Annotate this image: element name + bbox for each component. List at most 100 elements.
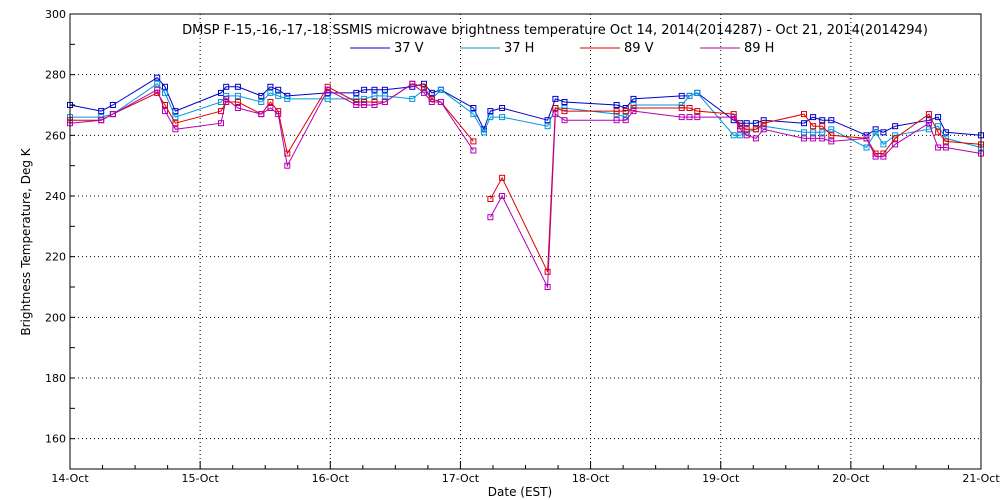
data-point-marker: [810, 135, 817, 142]
data-point-marker: [234, 99, 241, 105]
y-tick-label: 180: [45, 372, 66, 385]
data-point-marker: [819, 135, 826, 142]
data-point-marker: [470, 105, 477, 111]
data-point-marker: [760, 120, 767, 127]
data-point-marker: [154, 80, 161, 87]
data-point-marker: [371, 102, 378, 108]
legend: 37 V 37 H 89 V 89 H: [350, 41, 774, 56]
data-point-marker: [353, 89, 360, 96]
data-point-marker: [353, 102, 360, 108]
data-point-marker: [880, 153, 887, 160]
y-tick-label: 200: [45, 311, 66, 324]
data-point-marker: [810, 114, 817, 121]
data-point-marker: [863, 144, 870, 151]
data-point-marker: [223, 83, 230, 90]
data-point-marker: [499, 193, 506, 199]
data-point-marker: [935, 129, 942, 136]
data-point-marker: [487, 114, 494, 121]
data-point-marker: [361, 86, 368, 93]
x-tick-label: 21-Oct: [962, 472, 1000, 485]
data-point-marker: [872, 153, 879, 160]
data-point-marker: [752, 135, 759, 142]
data-point-marker: [275, 92, 282, 99]
x-tick-label: 20-Oct: [832, 472, 870, 485]
data-point-marker: [154, 74, 161, 81]
data-point-marker: [98, 108, 105, 115]
data-point-marker: [409, 80, 416, 87]
data-point-marker: [737, 132, 744, 139]
data-point-marker: [686, 105, 693, 111]
data-point-marker: [810, 123, 817, 130]
data-point-marker: [234, 83, 241, 90]
legend-label: 89 H: [744, 41, 774, 56]
data-point-marker: [880, 141, 887, 148]
data-series: [67, 74, 984, 290]
data-point-marker: [361, 95, 368, 102]
data-point-marker: [622, 117, 629, 124]
data-point-marker: [935, 114, 942, 121]
data-point-marker: [544, 123, 551, 130]
data-point-marker: [678, 114, 685, 121]
data-point-marker: [801, 120, 807, 127]
data-point-marker: [622, 105, 629, 111]
data-point-marker: [925, 111, 932, 118]
data-point-marker: [760, 126, 767, 133]
y-tick-label: 300: [45, 8, 66, 21]
data-point-marker: [752, 120, 759, 127]
data-point-marker: [892, 141, 899, 148]
data-point-marker: [487, 108, 494, 115]
data-point-marker: [828, 132, 835, 139]
y-tick-label: 160: [45, 433, 66, 446]
y-tick-label: 280: [45, 69, 66, 82]
data-point-marker: [828, 117, 835, 124]
data-point-marker: [258, 111, 265, 118]
data-point-marker: [743, 126, 750, 133]
data-point-marker: [630, 105, 637, 111]
data-point-marker: [552, 95, 559, 102]
data-point-marker: [371, 86, 378, 93]
data-point-marker: [499, 114, 506, 121]
x-tick-label: 19-Oct: [702, 472, 740, 485]
data-point-marker: [925, 120, 932, 127]
data-point-marker: [109, 111, 116, 118]
data-point-marker: [828, 138, 835, 145]
data-point-marker: [686, 114, 693, 121]
data-point-marker: [371, 92, 378, 99]
x-tick-label: 18-Oct: [572, 472, 610, 485]
data-point-marker: [743, 132, 750, 139]
data-point-marker: [267, 105, 274, 111]
data-point-marker: [275, 86, 282, 93]
data-point-marker: [353, 95, 360, 102]
data-point-marker: [892, 135, 899, 142]
data-point-marker: [421, 83, 427, 90]
legend-item: 37 H: [460, 41, 534, 56]
y-axis-label: Brightness Temperature, Deg K: [19, 147, 33, 335]
data-point-marker: [630, 108, 637, 115]
data-point-marker: [409, 95, 416, 102]
data-point-marker: [863, 132, 870, 139]
data-point-marker: [361, 102, 368, 108]
chart-title: DMSP F-15,-16,-17,-18 SSMIS microwave br…: [182, 23, 928, 38]
x-tick-label: 16-Oct: [312, 472, 350, 485]
data-point-marker: [98, 114, 105, 121]
data-point-marker: [284, 95, 291, 102]
data-point-marker: [819, 123, 826, 130]
data-point-marker: [872, 129, 879, 136]
data-point-marker: [234, 92, 241, 99]
data-point-marker: [819, 129, 826, 136]
data-point-marker: [267, 99, 274, 105]
data-point-marker: [801, 129, 807, 136]
data-point-marker: [381, 99, 388, 105]
data-point-marker: [743, 120, 750, 127]
data-point-marker: [480, 129, 487, 136]
data-point-marker: [381, 92, 388, 99]
data-point-marker: [284, 162, 291, 169]
data-point-marker: [935, 144, 942, 151]
data-point-marker: [162, 83, 168, 90]
data-point-marker: [421, 89, 427, 96]
legend-label: 37 V: [394, 41, 424, 56]
data-point-marker: [561, 99, 568, 105]
data-point-marker: [686, 92, 693, 99]
data-point-marker: [622, 108, 629, 115]
